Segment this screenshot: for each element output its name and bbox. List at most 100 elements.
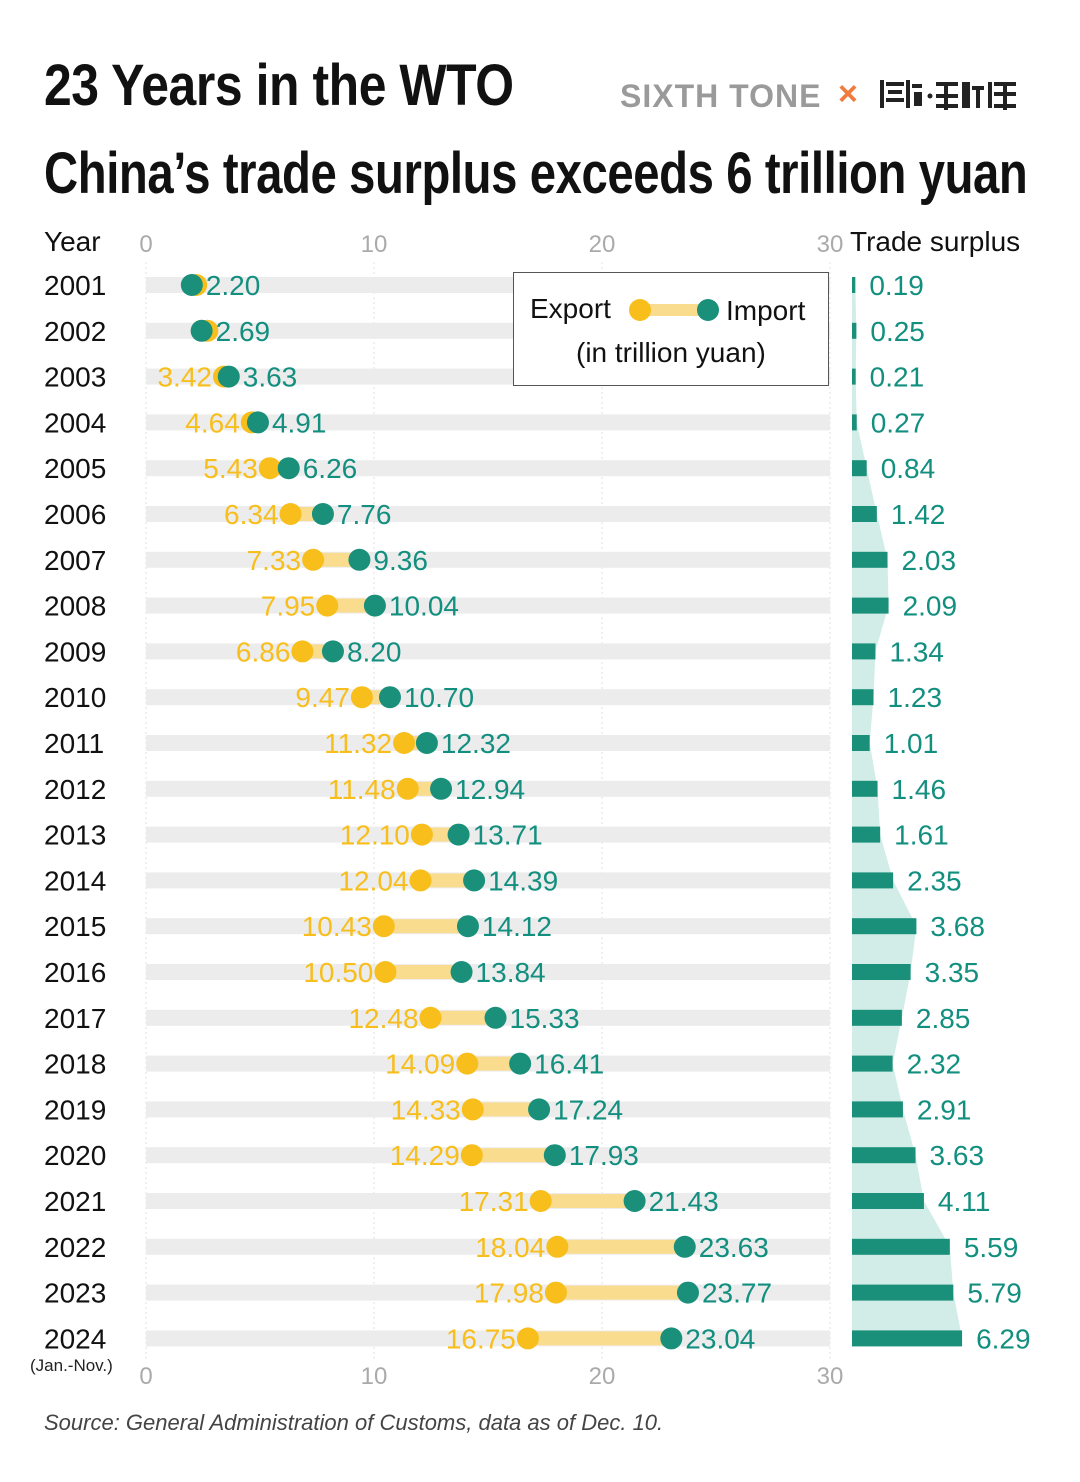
surplus-bar	[852, 735, 870, 751]
row-band	[146, 826, 830, 843]
surplus-value-label: 2.32	[907, 1049, 962, 1080]
import-point	[430, 777, 453, 800]
surplus-value-label: 2.09	[903, 591, 958, 622]
surplus-value-label: 0.27	[871, 407, 926, 438]
import-point	[484, 1006, 507, 1029]
export-value-label: 12.04	[338, 865, 408, 896]
row-band	[146, 597, 830, 614]
year-label: 2015	[44, 911, 106, 942]
import-point	[676, 1281, 699, 1304]
surplus-bar	[852, 918, 917, 935]
surplus-value-label: 0.21	[870, 362, 925, 393]
surplus-value-label: 2.85	[916, 1003, 971, 1034]
legend-dumbbell-icon	[629, 299, 719, 321]
year-label: 2019	[44, 1094, 106, 1125]
surplus-bar	[852, 368, 856, 385]
export-point	[393, 732, 416, 754]
import-point	[456, 915, 479, 938]
export-point	[279, 503, 302, 525]
x-tick-label-top: 30	[817, 231, 844, 258]
year-label: 2008	[44, 591, 106, 622]
export-value-label: 17.98	[474, 1278, 544, 1309]
export-value-label: 12.10	[340, 820, 410, 851]
chart-subtitle: China’s trade surplus exceeds 6 trillion…	[44, 141, 1028, 206]
x-tick-label-bottom: 30	[817, 1363, 844, 1390]
row-band	[146, 918, 830, 935]
surplus-value-label: 1.34	[889, 636, 944, 667]
import-value-label: 12.94	[455, 774, 525, 805]
import-value-label: 15.33	[510, 1003, 580, 1034]
year-label: 2012	[44, 774, 106, 805]
export-point	[456, 1052, 479, 1075]
import-value-label: 17.93	[569, 1140, 639, 1171]
surplus-bar	[852, 780, 878, 797]
surplus-value-label: 2.91	[917, 1094, 972, 1125]
x-tick-label-bottom: 10	[361, 1363, 388, 1390]
year-note: (Jan.-Nov.)	[30, 1356, 113, 1375]
export-value-label: 5.43	[203, 453, 258, 484]
import-point	[190, 319, 213, 342]
export-point	[258, 457, 281, 480]
surplus-bar	[852, 872, 894, 889]
surplus-value-label: 1.01	[884, 728, 939, 759]
year-axis-label: Year	[44, 226, 101, 257]
export-point	[372, 915, 395, 938]
row-band	[146, 735, 830, 751]
year-label: 2013	[44, 820, 106, 851]
surplus-value-label: 5.79	[967, 1278, 1022, 1309]
dumbbell-band	[555, 1285, 688, 1300]
import-value-label: 17.24	[553, 1094, 623, 1125]
dumbbell-band	[385, 965, 462, 979]
surplus-value-label: 2.03	[902, 545, 957, 576]
import-value-label: 13.71	[473, 820, 543, 851]
surplus-bar	[852, 689, 874, 706]
export-value-label: 10.43	[302, 911, 372, 942]
export-point	[529, 1190, 552, 1212]
surplus-value-label: 3.63	[930, 1140, 985, 1171]
import-value-label: 10.04	[389, 591, 459, 622]
year-label: 2001	[44, 270, 106, 301]
import-value-label: 16.41	[534, 1049, 604, 1080]
export-value-label: 7.95	[261, 591, 316, 622]
year-label: 2018	[44, 1049, 106, 1080]
surplus-value-label: 2.35	[907, 865, 962, 896]
export-point	[396, 777, 419, 800]
surplus-area	[852, 285, 963, 1339]
surplus-bar	[852, 1147, 916, 1164]
surplus-bar	[852, 460, 867, 477]
export-value-label: 4.64	[185, 407, 240, 438]
import-value-label: 13.84	[476, 957, 546, 988]
surplus-value-label: 3.35	[925, 957, 980, 988]
row-band	[146, 689, 830, 706]
import-value-label: 14.12	[482, 911, 552, 942]
export-value-label: 6.34	[224, 499, 279, 530]
dumbbell-band	[327, 598, 375, 613]
row-band	[146, 964, 830, 980]
the-paper-logo	[880, 80, 1016, 110]
year-label: 2017	[44, 1003, 106, 1034]
dumbbell-band	[467, 1056, 521, 1071]
surplus-value-label: 3.68	[930, 911, 985, 942]
x-tick-label-top: 10	[361, 231, 388, 258]
import-value-label: 3.63	[243, 362, 298, 393]
import-value-label: 21.43	[649, 1186, 719, 1217]
export-point	[544, 1281, 567, 1304]
dumbbell-band	[430, 1010, 496, 1025]
export-value-label: 12.48	[348, 1003, 418, 1034]
year-label: 2014	[44, 865, 106, 896]
surplus-bar	[852, 506, 877, 522]
x-tick-label-bottom: 0	[139, 1363, 152, 1390]
import-point	[450, 961, 473, 983]
export-point	[410, 823, 433, 846]
export-value-label: 3.42	[157, 362, 212, 393]
surplus-bar	[852, 597, 889, 614]
dumbbell-band	[383, 919, 468, 934]
export-value-label: 17.31	[459, 1186, 529, 1217]
brand-separator: ×	[838, 75, 858, 113]
surplus-bar	[852, 1009, 902, 1026]
export-value-label: 9.47	[295, 682, 350, 713]
export-value-label: 6.86	[236, 636, 291, 667]
import-value-label: 23.04	[685, 1323, 755, 1354]
dumbbell-band	[472, 1102, 540, 1117]
export-value-label: 7.33	[247, 545, 302, 576]
